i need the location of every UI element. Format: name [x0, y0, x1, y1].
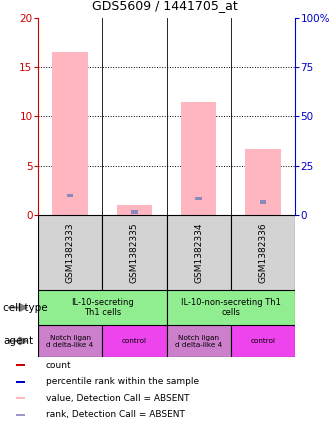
Bar — [67, 194, 73, 197]
Bar — [231, 325, 295, 357]
Text: GDS5609 / 1441705_at: GDS5609 / 1441705_at — [92, 0, 238, 13]
Text: Notch ligan
d delta-like 4: Notch ligan d delta-like 4 — [47, 335, 94, 348]
Text: GSM1382336: GSM1382336 — [258, 222, 267, 283]
Bar — [245, 149, 280, 215]
Text: cell type: cell type — [3, 302, 48, 313]
Bar — [117, 205, 152, 215]
Bar — [167, 290, 295, 325]
Bar — [231, 215, 295, 290]
Bar — [167, 215, 231, 290]
Bar — [38, 290, 167, 325]
Bar — [16, 414, 25, 416]
Bar — [195, 197, 202, 200]
Text: value, Detection Call = ABSENT: value, Detection Call = ABSENT — [46, 394, 189, 403]
Text: control: control — [250, 338, 275, 344]
Bar — [38, 215, 102, 290]
Bar — [52, 52, 88, 215]
Text: control: control — [122, 338, 147, 344]
Bar — [260, 200, 266, 203]
Text: percentile rank within the sample: percentile rank within the sample — [46, 377, 199, 386]
Bar — [102, 325, 167, 357]
Bar — [38, 325, 102, 357]
Bar — [131, 210, 138, 214]
Text: GSM1382335: GSM1382335 — [130, 222, 139, 283]
Text: IL-10-non-secreting Th1
cells: IL-10-non-secreting Th1 cells — [181, 298, 281, 317]
Text: count: count — [46, 361, 71, 370]
Text: Notch ligan
d delta-like 4: Notch ligan d delta-like 4 — [175, 335, 222, 348]
Text: rank, Detection Call = ABSENT: rank, Detection Call = ABSENT — [46, 410, 185, 419]
Bar — [181, 102, 216, 215]
Bar — [102, 215, 167, 290]
Text: GSM1382333: GSM1382333 — [66, 222, 75, 283]
Bar — [16, 397, 25, 399]
Text: agent: agent — [3, 336, 33, 346]
Bar — [167, 325, 231, 357]
Bar — [16, 364, 25, 366]
Text: GSM1382334: GSM1382334 — [194, 222, 203, 283]
Text: IL-10-secreting
Th1 cells: IL-10-secreting Th1 cells — [71, 298, 134, 317]
Bar — [16, 381, 25, 383]
